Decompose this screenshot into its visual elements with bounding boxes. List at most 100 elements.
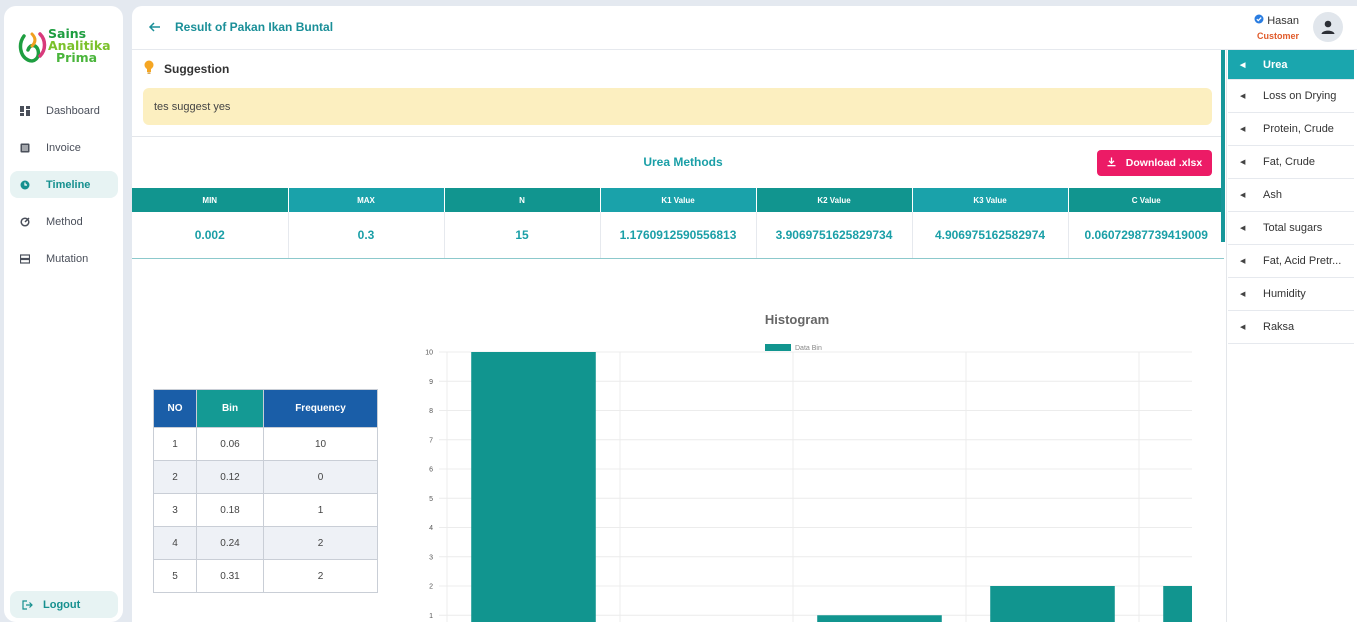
legend-label: Data Bin (795, 345, 822, 352)
stats-col-c: C Value (1068, 188, 1224, 212)
stats-c-value: 0.06072987739419009 (1068, 212, 1224, 259)
caret-left-icon: ◀ (1240, 258, 1246, 265)
stats-value-row: 0.002 0.3 15 1.1760912590556813 3.906975… (132, 212, 1224, 259)
caret-left-icon: ◀ (1240, 159, 1246, 166)
method-item-urea[interactable]: ◀ Urea (1228, 50, 1354, 80)
stats-header-row: MIN MAX N K1 Value K2 Value K3 Value C V… (132, 188, 1224, 212)
y-tick-label: 1 (429, 613, 433, 620)
download-label: Download .xlsx (1125, 157, 1203, 169)
table-row: 3 0.18 1 (153, 493, 378, 527)
caret-left-icon: ◀ (1240, 192, 1246, 199)
suggestion-title: Suggestion (164, 61, 230, 76)
histogram-bar (471, 352, 596, 622)
method-item-label: Fat, Acid Pretr... (1263, 255, 1342, 267)
freq-header-row: NO Bin Frequency (153, 389, 378, 428)
chart-title: Histogram (765, 312, 829, 327)
scrollbar-thumb[interactable] (1221, 50, 1225, 242)
sidebar-item-dashboard[interactable]: Dashboard (10, 97, 118, 124)
sidebar: Sains Analitika Prima Dashboard Invoice … (4, 6, 123, 622)
method-item-loss-on-drying[interactable]: ◀ Loss on Drying (1228, 80, 1354, 113)
method-item-label: Ash (1263, 189, 1282, 201)
suggestion-header: Suggestion (144, 60, 229, 77)
y-tick-label: 6 (429, 467, 433, 474)
method-item-fat-acid-pretr[interactable]: ◀ Fat, Acid Pretr... (1228, 245, 1354, 278)
method-item-humidity[interactable]: ◀ Humidity (1228, 278, 1354, 311)
brand-text: Sains Analitika Prima (48, 26, 111, 64)
stats-max-value: 0.3 (288, 212, 445, 259)
stats-col-k3: K3 Value (912, 188, 1069, 212)
sidebar-item-label: Mutation (46, 252, 89, 265)
freq-cell-no: 4 (153, 526, 197, 560)
user-name: Hasan (1267, 14, 1299, 27)
freq-cell-no: 1 (153, 427, 197, 461)
sidebar-item-label: Dashboard (46, 104, 100, 117)
freq-cell-bin: 0.31 (196, 559, 264, 593)
histogram-bar (817, 615, 942, 622)
method-item-ash[interactable]: ◀ Ash (1228, 179, 1354, 212)
timeline-icon (20, 180, 30, 190)
method-item-fat-crude[interactable]: ◀ Fat, Crude (1228, 146, 1354, 179)
verified-icon (1254, 14, 1264, 27)
caret-left-icon: ◀ (1240, 291, 1246, 298)
freq-cell-no: 5 (153, 559, 197, 593)
method-list-panel: ◀ Urea ◀ Loss on Drying ◀ Protein, Crude ◀ F… (1228, 50, 1354, 344)
freq-col-frequency: Frequency (263, 389, 378, 428)
brand-line-1: Sains (48, 26, 87, 41)
user-role: Customer (1256, 31, 1299, 41)
download-xlsx-button[interactable]: Download .xlsx (1097, 150, 1212, 176)
table-row: 4 0.24 2 (153, 526, 378, 560)
caret-left-icon: ◀ (1240, 61, 1246, 69)
logo-mark-icon (18, 32, 47, 63)
method-icon (20, 216, 30, 227)
mutation-icon (20, 253, 30, 264)
sidebar-item-label: Invoice (46, 141, 81, 154)
caret-left-icon: ◀ (1240, 225, 1246, 232)
user-info[interactable]: Hasan Customer (1254, 14, 1299, 41)
histogram-bar (1163, 586, 1192, 622)
logout-button[interactable]: Logout (10, 591, 118, 618)
table-row: 1 0.06 10 (153, 427, 378, 461)
sidebar-item-timeline[interactable]: Timeline (10, 171, 118, 198)
caret-left-icon: ◀ (1240, 324, 1246, 331)
stats-n-value: 15 (444, 212, 601, 259)
top-bar: Result of Pakan Ikan Buntal Hasan Custom… (132, 6, 1357, 50)
y-tick-label: 4 (429, 525, 433, 532)
freq-cell-no: 2 (153, 460, 197, 494)
stats-col-k1: K1 Value (600, 188, 757, 212)
back-arrow-icon[interactable] (148, 20, 162, 34)
method-item-raksa[interactable]: ◀ Raksa (1228, 311, 1354, 344)
method-item-label: Humidity (1263, 288, 1306, 300)
sidebar-item-mutation[interactable]: Mutation (10, 245, 118, 272)
stats-col-n: N (444, 188, 601, 212)
freq-cell-bin: 0.24 (196, 526, 264, 560)
legend-swatch (765, 344, 791, 351)
y-tick-label: 5 (429, 496, 433, 503)
logout-icon (22, 599, 33, 610)
download-icon (1107, 157, 1116, 170)
method-item-total-sugars[interactable]: ◀ Total sugars (1228, 212, 1354, 245)
y-tick-label: 9 (429, 379, 433, 386)
main-content: Result of Pakan Ikan Buntal Hasan Custom… (132, 6, 1357, 622)
user-name-row: Hasan (1254, 14, 1299, 27)
brand-logo[interactable]: Sains Analitika Prima (18, 26, 118, 72)
stats-min-value: 0.002 (132, 212, 289, 259)
freq-cell-bin: 0.12 (196, 460, 264, 494)
sidebar-item-label: Method (46, 215, 83, 228)
y-tick-label: 8 (429, 408, 433, 415)
freq-col-bin: Bin (196, 389, 264, 428)
sidebar-item-method[interactable]: Method (10, 208, 118, 235)
freq-cell-frequency: 1 (263, 493, 378, 527)
sidebar-item-invoice[interactable]: Invoice (10, 134, 118, 161)
y-tick-label: 7 (429, 437, 433, 444)
avatar[interactable] (1313, 12, 1343, 42)
method-item-protein-crude[interactable]: ◀ Protein, Crude (1228, 113, 1354, 146)
freq-cell-bin: 0.06 (196, 427, 264, 461)
histogram-bar (990, 586, 1115, 622)
freq-cell-frequency: 2 (263, 526, 378, 560)
freq-cell-bin: 0.18 (196, 493, 264, 527)
logout-label: Logout (43, 598, 81, 611)
table-row: 5 0.31 2 (153, 559, 378, 593)
suggestion-text: tes suggest yes (154, 100, 231, 113)
frequency-table: NO Bin Frequency 1 0.06 10 2 0.12 0 3 0.… (153, 389, 378, 593)
